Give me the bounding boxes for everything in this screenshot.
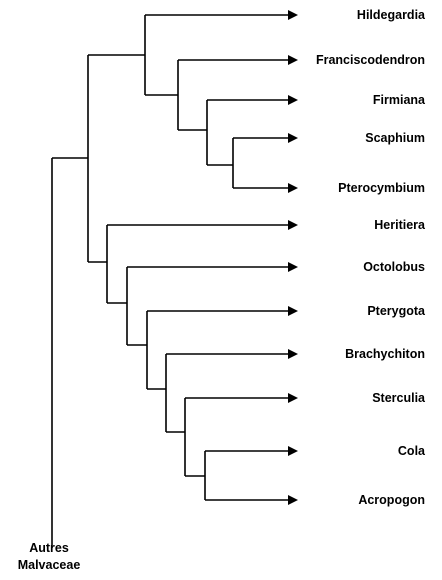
taxon-label-franciscodendron: Franciscodendron xyxy=(316,53,425,67)
taxon-label-hildegardia: Hildegardia xyxy=(357,8,426,22)
root-label-line-1: Autres xyxy=(29,541,69,555)
arrowhead-cola xyxy=(288,446,298,456)
arrowhead-scaphium xyxy=(288,133,298,143)
arrowhead-hildegardia xyxy=(288,10,298,20)
arrowhead-pterocymbium xyxy=(288,183,298,193)
taxon-label-octolobus: Octolobus xyxy=(363,260,425,274)
taxon-label-firmiana: Firmiana xyxy=(373,93,426,107)
arrowhead-acropogon xyxy=(288,495,298,505)
arrowhead-pterygota xyxy=(288,306,298,316)
taxon-label-acropogon: Acropogon xyxy=(358,493,425,507)
taxon-label-brachychiton: Brachychiton xyxy=(345,347,425,361)
taxon-label-scaphium: Scaphium xyxy=(365,131,425,145)
arrowhead-heritiera xyxy=(288,220,298,230)
arrowhead-sterculia xyxy=(288,393,298,403)
taxon-label-heritiera: Heritiera xyxy=(374,218,426,232)
root-label-line-2: Malvaceae xyxy=(18,558,81,572)
taxon-label-pterocymbium: Pterocymbium xyxy=(338,181,425,195)
taxon-label-sterculia: Sterculia xyxy=(372,391,426,405)
taxon-label-cola: Cola xyxy=(398,444,426,458)
arrowhead-franciscodendron xyxy=(288,55,298,65)
arrowhead-brachychiton xyxy=(288,349,298,359)
arrowhead-octolobus xyxy=(288,262,298,272)
arrowhead-firmiana xyxy=(288,95,298,105)
taxon-label-pterygota: Pterygota xyxy=(367,304,426,318)
